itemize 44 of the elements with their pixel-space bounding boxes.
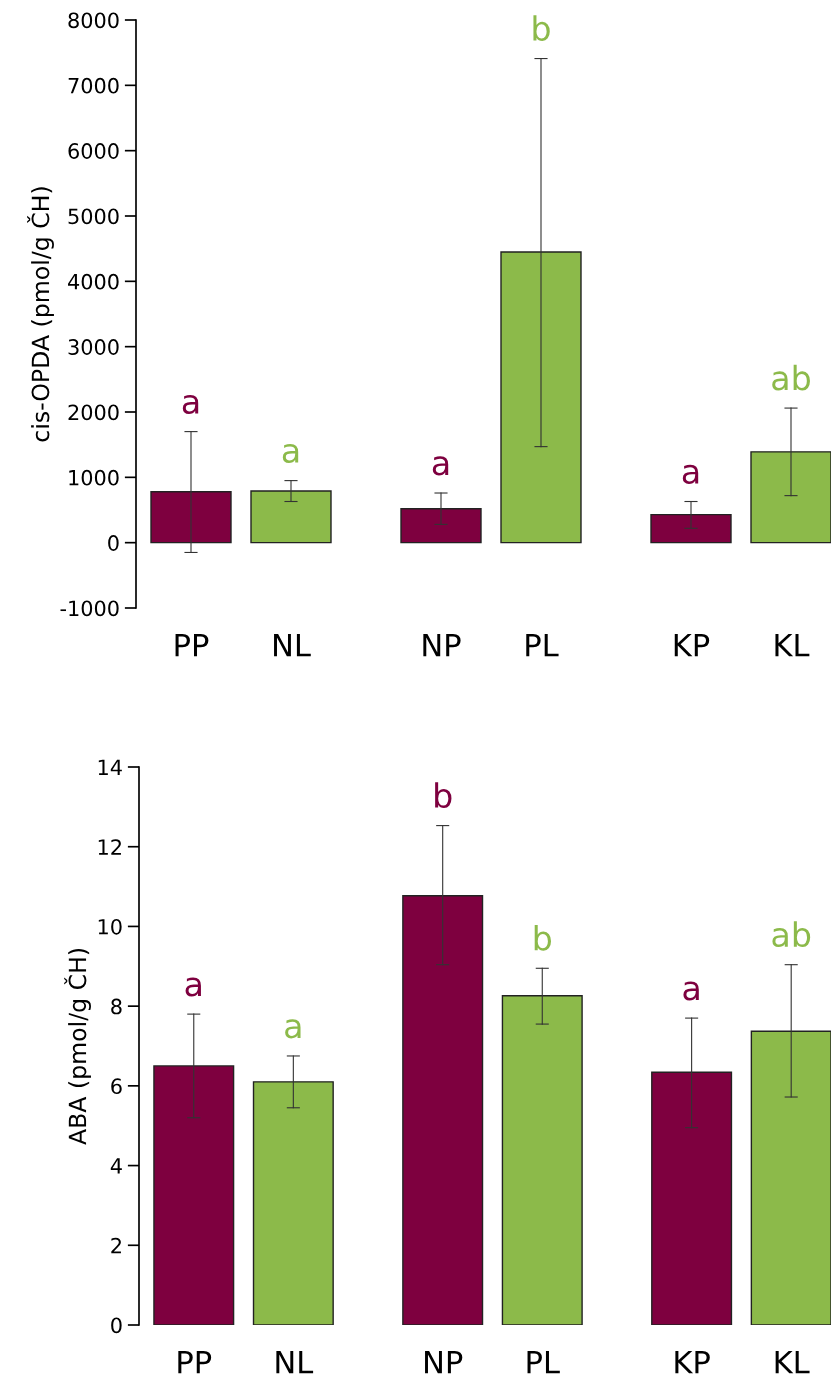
y-tick-label: 8: [111, 998, 122, 1015]
y-tick-label: 3000: [68, 339, 119, 355]
annotation: a: [683, 981, 699, 1001]
x-tick-label: PL: [526, 633, 559, 657]
annotation: a: [682, 464, 699, 484]
x-tick-label: NP: [423, 633, 461, 657]
y-tick-label: -1000: [60, 600, 119, 617]
x-tick-label: NL: [276, 1350, 314, 1374]
annotation: a: [285, 1019, 301, 1039]
annotation: b: [533, 15, 550, 41]
x-tick-label: KL: [775, 1350, 810, 1374]
y-tick-label: 1000: [69, 469, 119, 486]
y-tick-label: 14: [98, 759, 122, 775]
x-tick-label: KP: [674, 633, 710, 657]
x-tick-label: PL: [527, 1350, 560, 1374]
y-tick-label: 10: [98, 918, 122, 935]
x-tick-label: KL: [775, 633, 810, 657]
annotation: b: [534, 924, 552, 951]
y-tick-label: 7000: [68, 77, 119, 94]
annotation: b: [435, 782, 452, 809]
annotation: ab: [772, 921, 811, 948]
y-tick-label: 0: [108, 535, 119, 551]
x-tick-label: KP: [675, 1350, 710, 1374]
y-axis-title: ABA (pmol/g ČH): [64, 948, 91, 1145]
y-tick-label: 5000: [68, 208, 119, 225]
y-tick-label: 6: [111, 1078, 122, 1095]
y-tick-label: 8000: [68, 12, 119, 29]
annotation: a: [182, 394, 199, 415]
x-tick-label: PP: [175, 633, 209, 657]
y-tick-label: 4000: [68, 273, 119, 290]
x-tick-label: NL: [274, 633, 311, 657]
x-tick-label: PP: [178, 1350, 212, 1374]
annotation: a: [185, 977, 201, 997]
annotation: a: [432, 456, 449, 476]
y-axis-title: cis-OPDA (pmol/g ČH): [27, 187, 54, 442]
annotation: a: [282, 443, 299, 464]
y-tick-label: 2: [111, 1237, 121, 1254]
annotation: ab: [772, 364, 810, 391]
y-tick-label: 4: [110, 1158, 122, 1174]
y-tick-label: 2000: [68, 404, 119, 421]
x-tick-label: NP: [425, 1350, 463, 1374]
y-tick-label: 6000: [68, 143, 119, 159]
y-tick-label: 0: [111, 1317, 122, 1334]
y-tick-label: 12: [98, 839, 121, 855]
